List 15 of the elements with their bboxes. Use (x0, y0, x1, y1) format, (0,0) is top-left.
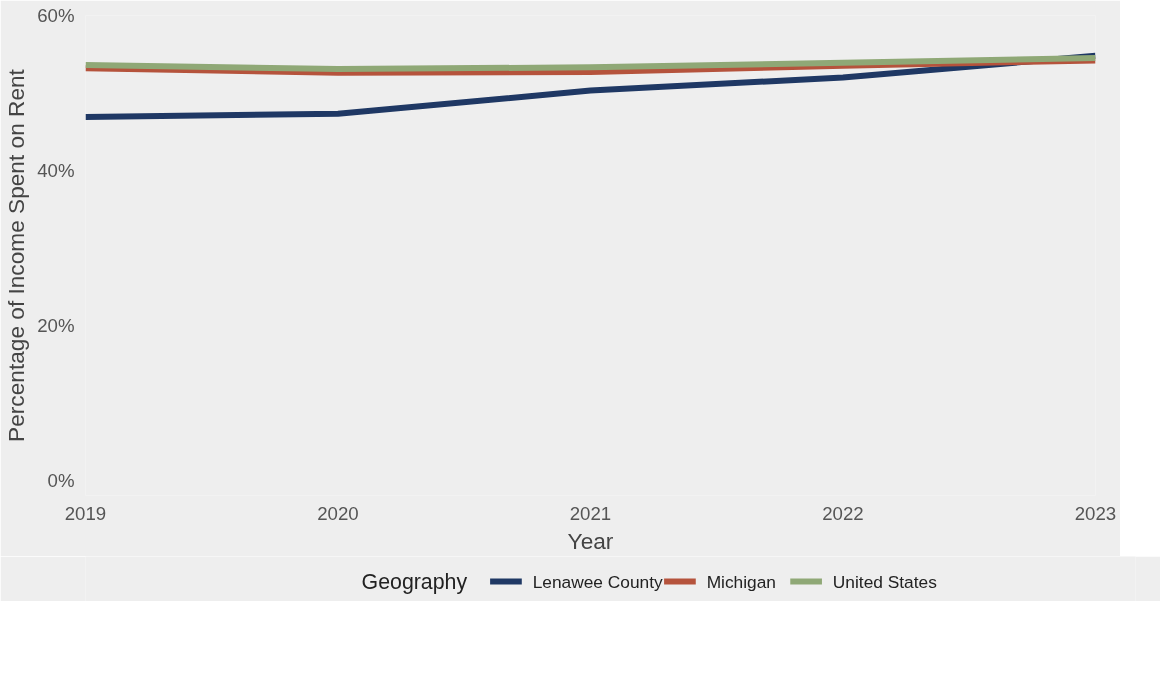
y-tick-label: 40% (37, 159, 75, 181)
x-axis-title: Year (567, 527, 614, 554)
x-tick-label: 2022 (822, 502, 864, 524)
legend-label: Michigan (706, 571, 776, 592)
y-axis-title: Percentage of Income Spent on Rent (3, 68, 30, 442)
x-tick-label: 2021 (569, 502, 612, 524)
x-tick-label: 2020 (317, 502, 359, 524)
legend-title: Geography (361, 569, 468, 594)
legend-label: Lenawee County (532, 571, 664, 592)
y-tick-label: 0% (47, 469, 75, 491)
y-tick-label: 20% (37, 314, 75, 336)
y-tick-label: 60% (37, 5, 75, 26)
x-tick-label: 2019 (64, 502, 107, 524)
x-tick-label: 2023 (1074, 502, 1117, 524)
legend-label: United States (832, 571, 938, 592)
